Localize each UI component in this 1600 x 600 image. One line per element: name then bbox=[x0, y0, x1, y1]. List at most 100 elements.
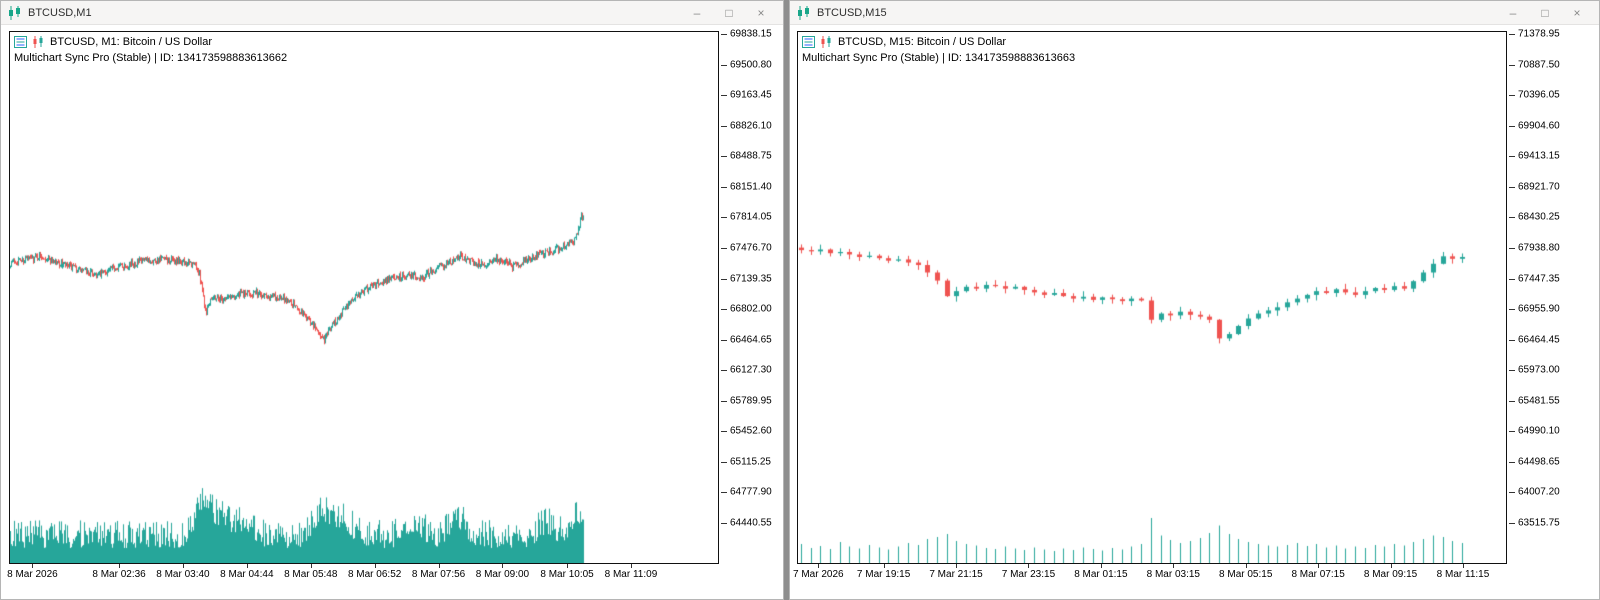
price-tick bbox=[721, 217, 727, 219]
time-label: 8 Mar 01:15 bbox=[1074, 569, 1128, 580]
close-button[interactable]: × bbox=[757, 5, 765, 20]
price-label: 64007.20 bbox=[1518, 486, 1560, 498]
price-tick bbox=[721, 400, 727, 402]
time-label: 8 Mar 11:09 bbox=[604, 569, 658, 580]
price-tick bbox=[721, 523, 727, 524]
price-label: 70396.05 bbox=[1518, 89, 1560, 101]
titlebar-m15[interactable]: BTCUSD,M15 – □ × bbox=[790, 1, 1599, 25]
price-label: 65973.00 bbox=[1518, 364, 1560, 376]
time-label: 8 Mar 11:15 bbox=[1436, 569, 1490, 580]
time-tick bbox=[310, 564, 312, 568]
time-tick bbox=[1462, 564, 1464, 568]
time-label: 7 Mar 21:15 bbox=[929, 569, 983, 580]
symbol-description: BTCUSD, M15: Bitcoin / US Dollar bbox=[838, 36, 1007, 48]
time-label: 8 Mar 07:15 bbox=[1291, 569, 1345, 580]
price-tick bbox=[721, 492, 727, 494]
price-tick bbox=[721, 278, 727, 280]
price-tick bbox=[721, 247, 727, 249]
chart-app-icon bbox=[796, 5, 811, 20]
time-label: 8 Mar 05:15 bbox=[1219, 569, 1273, 580]
time-label: 8 Mar 03:15 bbox=[1146, 569, 1200, 580]
time-tick bbox=[1100, 564, 1102, 568]
indicator-label: Multichart Sync Pro (Stable) | ID: 13417… bbox=[14, 52, 288, 64]
price-tick bbox=[721, 34, 727, 35]
price-tick bbox=[721, 186, 727, 188]
price-label: 66955.90 bbox=[1518, 303, 1560, 315]
price-label: 68151.40 bbox=[730, 181, 772, 193]
price-label: 65115.25 bbox=[730, 456, 771, 468]
indicator-label: Multichart Sync Pro (Stable) | ID: 13417… bbox=[802, 52, 1076, 64]
price-label: 66802.00 bbox=[730, 303, 772, 315]
minimize-button[interactable]: – bbox=[693, 5, 701, 20]
time-tick bbox=[956, 564, 958, 568]
maximize-button[interactable]: □ bbox=[1541, 5, 1549, 20]
price-scale-m1[interactable]: 69838.15 69500.80 69163.45 68826.10 68488.75… bbox=[721, 28, 793, 564]
titlebar-m1[interactable]: BTCUSD,M1 – □ × bbox=[1, 1, 783, 25]
time-label: 8 Mar 05:48 bbox=[284, 569, 338, 580]
chart-canvas-m1[interactable] bbox=[10, 32, 718, 563]
price-tick bbox=[1509, 523, 1515, 524]
price-label: 69413.15 bbox=[1518, 150, 1560, 162]
price-tick bbox=[1509, 156, 1515, 158]
time-tick bbox=[246, 564, 248, 568]
price-label: 66464.65 bbox=[730, 334, 772, 346]
window-divider bbox=[784, 0, 789, 600]
time-label: 8 Mar 10:05 bbox=[540, 569, 594, 580]
time-tick bbox=[32, 564, 34, 568]
price-label: 64777.90 bbox=[730, 486, 772, 498]
time-label: 8 Mar 09:15 bbox=[1363, 569, 1418, 580]
price-label: 68488.75 bbox=[730, 150, 772, 162]
time-label: 8 Mar 06:52 bbox=[347, 569, 402, 580]
price-scale-m15[interactable]: 71378.95 70887.50 70396.05 69904.60 69413.15… bbox=[1509, 29, 1581, 564]
price-label: 65481.55 bbox=[1518, 395, 1560, 407]
price-label: 67814.05 bbox=[730, 211, 772, 223]
chart-header: BTCUSD, M15: Bitcoin / US Dollar bbox=[802, 36, 1006, 48]
chart-plot-area-m1[interactable]: BTCUSD, M1: Bitcoin / US Dollar Multicha… bbox=[9, 31, 719, 564]
time-tick bbox=[1245, 564, 1247, 568]
price-label: 65452.60 bbox=[730, 425, 772, 437]
price-tick bbox=[721, 156, 727, 158]
time-label: 8 Mar 03:40 bbox=[156, 569, 210, 580]
time-tick bbox=[567, 564, 569, 568]
time-scale-m1[interactable]: 8 Mar 2026 8 Mar 02:36 8 Mar 03:40 8 Mar 04… bbox=[7, 564, 719, 582]
time-scale-m15[interactable]: 7 Mar 2026 7 Mar 19:15 7 Mar 21:15 7 Mar 23… bbox=[793, 564, 1507, 582]
chart-app-icon bbox=[7, 5, 22, 20]
indicator-list-icon bbox=[802, 36, 815, 48]
chart-canvas-m15[interactable] bbox=[798, 32, 1506, 563]
chart-plot-area-m15[interactable]: BTCUSD, M15: Bitcoin / US Dollar Multich… bbox=[797, 31, 1507, 564]
price-tick bbox=[1509, 217, 1515, 219]
price-label: 69838.15 bbox=[730, 28, 772, 40]
window-title: BTCUSD,M1 bbox=[28, 6, 92, 19]
price-tick bbox=[1509, 431, 1515, 433]
price-label: 64498.65 bbox=[1518, 456, 1560, 468]
price-tick bbox=[1509, 339, 1515, 341]
minimize-button[interactable]: – bbox=[1509, 5, 1517, 20]
price-label: 67447.35 bbox=[1518, 273, 1560, 284]
price-tick bbox=[1509, 125, 1515, 127]
price-label: 68430.25 bbox=[1518, 211, 1560, 223]
price-tick bbox=[1509, 247, 1515, 249]
price-tick bbox=[721, 309, 727, 311]
time-tick bbox=[1028, 564, 1030, 568]
time-tick bbox=[119, 564, 121, 568]
price-tick bbox=[1509, 309, 1515, 311]
candlestick-chart-icon bbox=[820, 36, 833, 48]
price-label: 69163.45 bbox=[730, 89, 772, 101]
close-button[interactable]: × bbox=[1573, 5, 1581, 20]
window-title: BTCUSD,M15 bbox=[817, 6, 887, 19]
candlestick-chart-icon bbox=[32, 36, 45, 48]
price-label: 69500.80 bbox=[730, 59, 772, 71]
price-label: 66464.45 bbox=[1518, 334, 1560, 346]
price-tick bbox=[721, 431, 727, 433]
price-label: 64990.10 bbox=[1518, 425, 1560, 437]
time-label: 8 Mar 2026 bbox=[7, 569, 58, 580]
maximize-button[interactable]: □ bbox=[725, 5, 733, 20]
time-label: 8 Mar 07:56 bbox=[411, 569, 466, 580]
price-tick bbox=[1509, 370, 1515, 372]
price-tick bbox=[1509, 400, 1515, 402]
time-tick bbox=[374, 564, 376, 568]
price-label: 65789.95 bbox=[730, 395, 772, 407]
price-label: 66127.30 bbox=[730, 364, 772, 376]
price-tick bbox=[1509, 95, 1515, 97]
